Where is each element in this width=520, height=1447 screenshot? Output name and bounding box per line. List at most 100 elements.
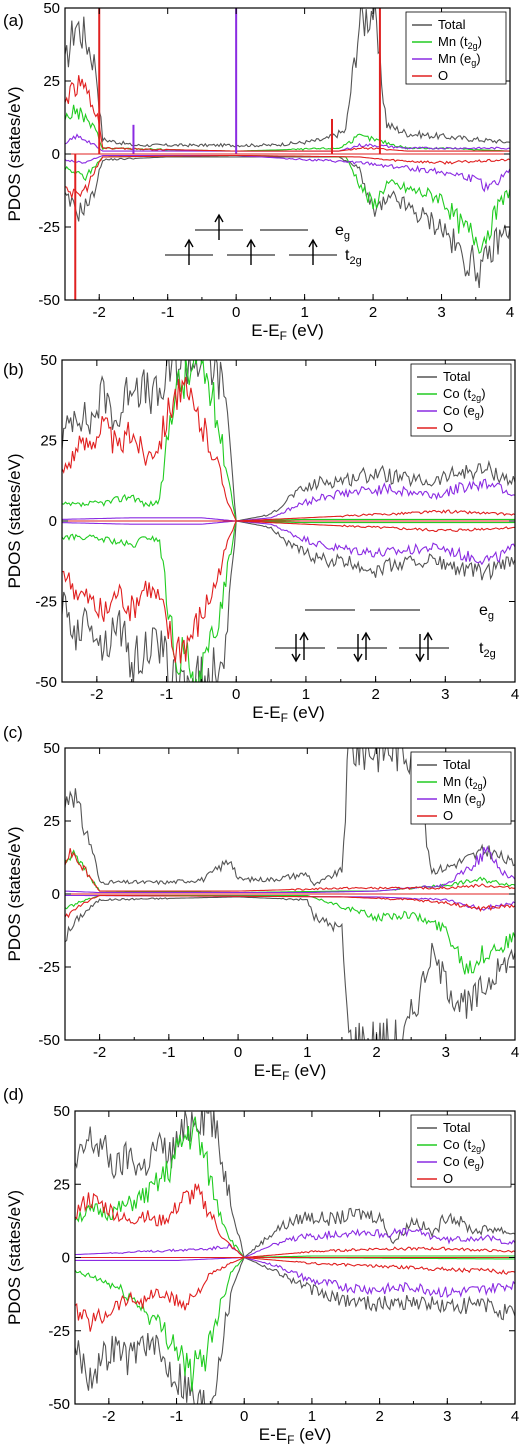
series-line-up: [65, 748, 515, 887]
y-tick-label: 25: [43, 813, 60, 830]
y-tick-label: 0: [49, 513, 57, 530]
x-tick-label: 1: [302, 686, 310, 703]
series-line-down: [62, 520, 515, 566]
x-tick-label: 2: [372, 1044, 380, 1061]
series-line-up: [65, 849, 515, 894]
series-line-up: [65, 8, 510, 148]
panel-b: (b) -2 -1 0 1 2 3 4 50 25 0 -25 -50 E-EF (eV) PDOS (st…: [3, 352, 519, 725]
x-tick-label: 3: [441, 686, 449, 703]
x-axis-label: E-EF (eV): [252, 703, 325, 725]
y-tick-label: 25: [53, 1176, 70, 1193]
legend-label: O: [443, 1171, 453, 1186]
series-line-down: [62, 520, 515, 664]
legend: Total Co (t2g)Co (eg)O: [410, 1114, 512, 1188]
legend-label: Co (t2g): [443, 386, 486, 403]
y-tick-label: 50: [43, 0, 60, 17]
panel-c: (c) -2 -1 0 1 2 3 4 50 25 0 -25 -50 E-EF (eV) PDOS (st…: [3, 723, 519, 1083]
plot-area: [65, 8, 510, 300]
x-tick-label: 0: [240, 1408, 248, 1425]
series-line-down: [75, 1256, 515, 1392]
arrow-head: [184, 238, 194, 248]
series-line-down: [75, 1256, 515, 1299]
y-tick-label: -25: [38, 959, 60, 976]
x-tick-label: 4: [506, 304, 514, 321]
series-line-down: [65, 156, 510, 289]
y-tick-label: -50: [35, 674, 57, 691]
legend-label: Co (t2g): [443, 1137, 486, 1154]
series-line-down: [75, 1256, 515, 1404]
legend-label: Mn (eg): [443, 791, 486, 808]
orbital-diagram: eg t2g: [275, 602, 496, 663]
y-tick-label: 0: [52, 886, 60, 903]
series-line-up: [62, 360, 515, 522]
y-tick-label: 50: [40, 352, 57, 369]
series-line-up: [65, 104, 510, 152]
x-tick-label: 2: [369, 304, 377, 321]
panel-label: (c): [3, 723, 23, 742]
legend-box: [410, 363, 512, 437]
legend-box: [410, 1114, 512, 1188]
series-line-up: [62, 478, 515, 522]
series-line-up: [65, 75, 510, 152]
series-line-down: [62, 520, 515, 682]
legend-label: Co (eg): [443, 1154, 484, 1171]
y-tick-label: -25: [48, 1323, 70, 1340]
series-line-down: [65, 154, 510, 255]
series-line-up: [62, 360, 515, 522]
x-tick-label: 4: [511, 1408, 519, 1425]
y-tick-label: -25: [38, 219, 60, 236]
legend-box: [405, 11, 507, 85]
y-tick-label: -50: [38, 1032, 60, 1049]
y-tick-label: 0: [52, 146, 60, 163]
panel-label: (a): [3, 11, 24, 30]
plot-area: [62, 360, 515, 682]
t2g-label: t2g: [479, 640, 496, 660]
y-axis-label: PDOS (states/eV): [5, 453, 24, 588]
x-tick-label: -2: [90, 686, 103, 703]
legend: Total Mn (t2g)Mn (eg)O: [410, 751, 512, 825]
legend: Total Mn (t2g)Mn (eg)O: [405, 11, 507, 85]
legend-label: Total: [443, 1120, 471, 1135]
series-line-up: [65, 848, 515, 892]
series-line-up: [75, 1111, 515, 1259]
series-line-up: [75, 1227, 515, 1259]
series-line-up: [75, 1183, 515, 1259]
series-line-down: [65, 154, 510, 193]
legend-label: Mn (t2g): [438, 34, 482, 51]
x-tick-label: 1: [303, 1044, 311, 1061]
arrow-head: [353, 653, 363, 663]
y-tick-label: 50: [43, 740, 60, 757]
series-line-down: [62, 520, 515, 682]
x-tick-label: 2: [371, 686, 379, 703]
arrow-head: [214, 213, 224, 223]
y-tick-label: -50: [48, 1396, 70, 1413]
legend-label: Total: [443, 757, 471, 772]
t2g-label: t2g: [345, 247, 362, 267]
x-tick-label: -2: [93, 304, 106, 321]
series-line-down: [75, 1256, 515, 1332]
legend-label: O: [438, 68, 448, 83]
series-line-up: [65, 133, 510, 152]
arrow-head: [423, 631, 433, 641]
x-tick-label: 4: [511, 686, 519, 703]
panel-a: (a) -2 -1 0 1 2 3 4 50 25 0 -25 -50 E-EF (eV) PDOS (st…: [3, 0, 514, 343]
x-tick-label: 1: [300, 304, 308, 321]
legend-box: [410, 751, 512, 825]
x-tick-label: -2: [102, 1408, 115, 1425]
x-tick-label: 2: [375, 1408, 383, 1425]
legend-label: Mn (t2g): [443, 774, 487, 791]
x-tick-label: 0: [234, 1044, 242, 1061]
x-axis-label: E-EF (eV): [254, 1061, 327, 1083]
x-tick-label: 3: [442, 1044, 450, 1061]
panel-d: (d) -2 -1 0 1 2 3 4 50 25 0 -25 -50 E-EF (eV) PDOS (st…: [3, 1085, 519, 1447]
y-tick-label: 25: [43, 73, 60, 90]
x-tick-label: 3: [443, 1408, 451, 1425]
plot-area: [75, 1111, 515, 1404]
y-axis-label: PDOS (states/eV): [5, 86, 24, 221]
series-line-down: [65, 896, 515, 1040]
y-tick-label: -50: [38, 292, 60, 309]
legend-label: Co (eg): [443, 403, 484, 420]
eg-label: eg: [479, 602, 494, 622]
series-line-down: [65, 894, 515, 919]
arrow-head: [299, 631, 309, 641]
